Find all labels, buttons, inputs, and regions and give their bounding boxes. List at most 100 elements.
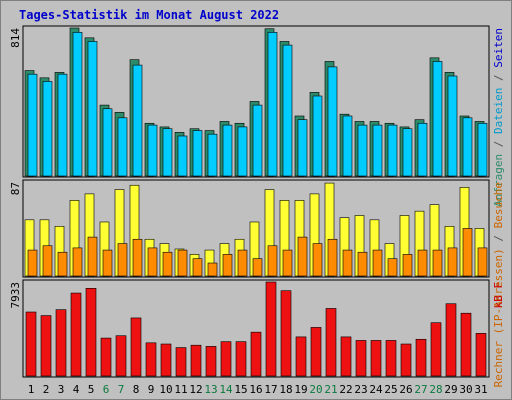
bar-bottom-kb-f-4 [70,292,82,377]
panel-bottom-right-label-part-0: kB F [492,282,505,309]
bar-top-dateien-8 [132,64,143,177]
bar-middle-besuche-12 [192,258,203,277]
panel-bottom: 7933 kB F [9,279,505,378]
bar-top-dateien-5 [87,41,98,177]
bar-middle-besuche-2 [42,245,53,277]
bar-top-dateien-2 [42,81,53,177]
bar-bottom-kb-f-7 [115,335,127,377]
bar-middle-besuche-1 [27,249,38,277]
bar-bottom-kb-f-25 [385,340,397,377]
x-label-day-22: 22 [339,383,352,396]
bar-bottom-kb-f-6 [100,337,112,377]
bar-top-dateien-22 [342,115,353,177]
bar-top-dateien-24 [372,124,383,177]
bar-middle-besuche-17 [267,245,278,277]
bar-middle-besuche-20 [312,243,323,277]
bar-middle-besuche-25 [387,258,398,277]
panel-bottom-bars [25,281,487,377]
bar-top-dateien-1 [27,73,38,177]
panel-middle-ymax: 87 [9,182,22,195]
bar-middle-besuche-27 [417,249,428,277]
bar-bottom-kb-f-14 [220,341,232,377]
panel-top-right-label-part-2: Dateien [492,88,505,134]
bar-top-dateien-7 [117,117,128,177]
bar-bottom-kb-f-17 [265,281,277,377]
bar-middle-besuche-15 [237,249,248,277]
panel-middle: 87 Rechner (IP-Adressen) / Besuche [9,179,505,387]
bar-middle-besuche-10 [162,251,173,277]
x-label-day-2: 2 [43,383,50,396]
bar-middle-besuche-16 [252,258,263,277]
bar-top-dateien-17 [267,32,278,177]
bar-middle-besuche-30 [462,228,473,277]
panel-top: 814 Anfragen / Dateien / Seiten [9,25,505,207]
x-label-day-31: 31 [474,383,487,396]
panel-bottom-right-label: kB F [492,282,505,309]
bar-bottom-kb-f-28 [430,322,442,377]
x-label-day-3: 3 [58,383,65,396]
x-label-day-16: 16 [249,383,262,396]
bar-middle-besuche-24 [372,249,383,277]
bar-top-dateien-14 [222,124,233,177]
panel-top-bars [24,27,488,177]
panel-top-right-label-part-1: / [492,134,505,154]
bar-middle-besuche-19 [297,236,308,277]
x-label-day-1: 1 [28,383,35,396]
chart-title: Tages-Statistik im Monat August 2022 [19,8,279,22]
bar-bottom-kb-f-31 [475,333,487,377]
x-label-day-12: 12 [189,383,202,396]
bar-top-dateien-15 [237,126,248,177]
bar-middle-besuche-28 [432,249,443,277]
x-label-day-7: 7 [118,383,125,396]
bar-bottom-kb-f-12 [190,344,202,377]
x-label-day-14: 14 [219,383,233,396]
x-label-day-27: 27 [414,383,427,396]
bar-middle-besuche-14 [222,254,233,277]
x-label-day-26: 26 [399,383,412,396]
x-label-day-28: 28 [429,383,442,396]
bar-bottom-kb-f-9 [145,342,157,377]
panel-middle-right-label-part-1: / [492,228,505,248]
bar-middle-besuche-23 [357,251,368,277]
bar-bottom-kb-f-21 [325,308,337,377]
bar-middle-besuche-31 [477,247,488,277]
bar-bottom-kb-f-3 [55,309,67,377]
x-label-day-19: 19 [294,383,307,396]
bar-top-dateien-6 [102,108,113,177]
bar-bottom-kb-f-22 [340,336,352,377]
bar-top-dateien-26 [402,128,413,177]
x-label-day-8: 8 [133,383,140,396]
x-label-day-24: 24 [369,383,383,396]
panel-bottom-ymax: 7933 [9,282,22,309]
x-label-day-5: 5 [88,383,95,396]
panel-top-right-label-part-3: / [492,68,505,88]
bar-top-dateien-12 [192,130,203,177]
bar-bottom-kb-f-24 [370,340,382,377]
x-label-day-25: 25 [384,383,397,396]
x-label-day-10: 10 [159,383,172,396]
bar-middle-besuche-11 [177,249,188,277]
bar-bottom-kb-f-8 [130,317,142,377]
bar-bottom-kb-f-18 [280,290,292,377]
bar-top-dateien-29 [447,75,458,177]
bar-bottom-kb-f-26 [400,343,412,377]
panel-top-right-label-part-4: Seiten [492,28,505,68]
bar-top-dateien-10 [162,128,173,177]
x-label-day-20: 20 [309,383,322,396]
x-label-day-17: 17 [264,383,277,396]
bar-top-dateien-3 [57,73,68,177]
bar-bottom-kb-f-13 [205,346,217,377]
bar-bottom-kb-f-15 [235,341,247,377]
bar-middle-besuche-7 [117,243,128,277]
bar-top-dateien-4 [72,32,83,177]
bar-middle-besuche-18 [282,249,293,277]
bar-middle-besuche-6 [102,249,113,277]
bar-middle-besuche-22 [342,249,353,277]
bar-top-dateien-25 [387,124,398,177]
bar-top-dateien-13 [207,133,218,177]
bar-middle-besuche-3 [57,251,68,277]
x-axis-labels: 1 2 3 4 5 6 7 8 9 10 11 12 13 14 15 16 17 18 19 20 21 22 23 24 2… [28,383,488,396]
bar-bottom-kb-f-19 [295,336,307,377]
bar-top-dateien-30 [462,117,473,177]
